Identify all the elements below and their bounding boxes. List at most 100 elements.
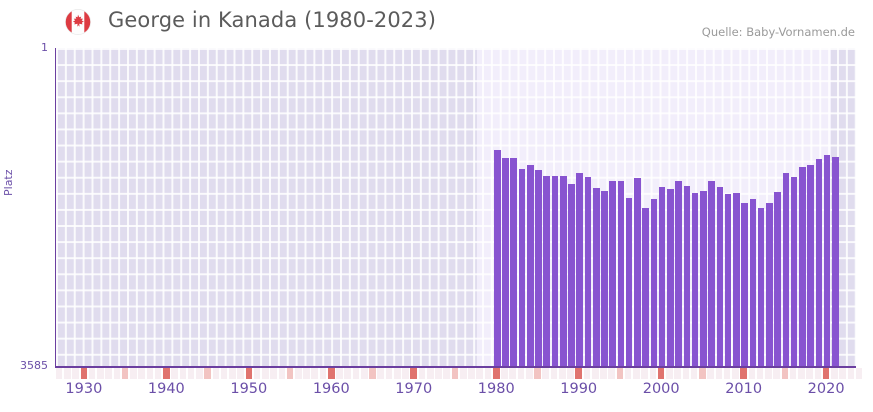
x-tick-year [682,368,690,379]
x-tick-year [798,368,805,379]
bar[interactable] [642,207,649,366]
bar[interactable] [741,203,748,366]
x-tick-year [187,368,195,379]
canada-flag-circle-icon [60,9,96,35]
x-tick-year [179,368,187,379]
bar[interactable] [799,167,806,366]
plot-area [55,48,856,366]
y-axis-tick-top: 1 [41,41,48,54]
x-tick-year [666,368,673,379]
bar[interactable] [510,157,518,366]
bar[interactable] [592,188,600,366]
x-tick-year [501,368,508,379]
x-tick-year [418,368,426,379]
bar[interactable] [667,189,674,366]
x-tick-year [196,368,203,379]
bar[interactable] [691,192,699,366]
x-tick-year [262,368,269,379]
y-axis-title: Platz [2,169,15,196]
x-tick-year [344,368,352,379]
bar[interactable] [526,165,534,366]
x-tick-year [55,368,63,379]
x-tick-year [229,368,236,379]
x-tick-half [534,368,541,379]
x-tick-year [723,368,731,379]
bar[interactable] [724,194,732,366]
bar[interactable] [774,191,781,366]
bar[interactable] [716,187,724,366]
bar[interactable] [815,159,823,366]
bar[interactable] [675,181,682,366]
x-axis-label-1950: 1950 [230,381,268,397]
bar[interactable] [700,191,707,366]
x-tick-year [402,368,409,379]
bar[interactable] [708,181,715,366]
bar[interactable] [823,155,831,366]
x-tick-year [393,368,401,379]
bar-series [56,48,856,366]
x-tick-year [765,368,772,379]
x-tick-year [847,368,855,379]
bar[interactable] [559,176,567,366]
bar[interactable] [766,202,773,366]
bar[interactable] [609,181,616,366]
x-tick-half [616,368,624,379]
bar[interactable] [650,198,658,366]
bar[interactable] [832,157,839,366]
x-tick-year [97,368,104,379]
bar[interactable] [749,198,757,366]
bar[interactable] [790,177,798,366]
bar[interactable] [551,176,559,366]
x-tick-year [171,368,178,379]
x-tick-year [525,368,533,379]
bar[interactable] [757,207,765,366]
x-tick-year [253,368,261,379]
x-tick-year [558,368,566,379]
bar[interactable] [733,192,740,366]
x-tick-year [748,368,756,379]
x-tick-year [443,368,451,379]
bar[interactable] [502,157,509,366]
x-tick-half [286,368,294,379]
bar[interactable] [518,169,526,366]
bar[interactable] [584,177,592,366]
bar[interactable] [658,186,666,366]
bar[interactable] [782,173,790,366]
x-tick-decade [410,368,418,379]
x-tick-half [451,368,459,379]
x-axis-tick-labels: 1930 1940 1950 1960 1970 1980 1990 2000 2010 2020 [0,381,873,403]
bar[interactable] [568,184,575,366]
bar[interactable] [683,185,691,366]
page-title: George in Kanada (1980-2023) [108,8,437,32]
bar[interactable] [625,197,633,366]
x-tick-year [220,368,228,379]
x-tick-year [600,368,607,379]
x-tick-year [509,368,517,379]
x-tick-year [72,368,79,379]
bar[interactable] [543,176,551,366]
x-tick-year [64,368,71,379]
bar[interactable] [807,165,814,366]
x-tick-year [352,368,360,379]
bar[interactable] [601,190,608,366]
x-tick-decade [245,368,253,379]
x-tick-year [633,368,640,379]
y-axis-tick-bottom: 3585 [20,359,48,372]
x-tick-year [146,368,154,379]
x-tick-decade [163,368,170,379]
x-tick-year [542,368,550,379]
x-tick-year [707,368,714,379]
bar[interactable] [535,169,542,366]
x-tick-year [426,368,434,379]
x-tick-year [311,368,319,379]
x-tick-year [484,368,492,379]
bar[interactable] [634,177,641,366]
x-tick-year [608,368,615,379]
x-tick-decade [327,368,335,379]
bar[interactable] [617,181,625,366]
bar[interactable] [493,149,501,366]
x-axis-label-1990: 1990 [560,381,598,397]
x-tick-year [113,368,121,379]
x-tick-year [278,368,286,379]
bar[interactable] [576,173,583,366]
